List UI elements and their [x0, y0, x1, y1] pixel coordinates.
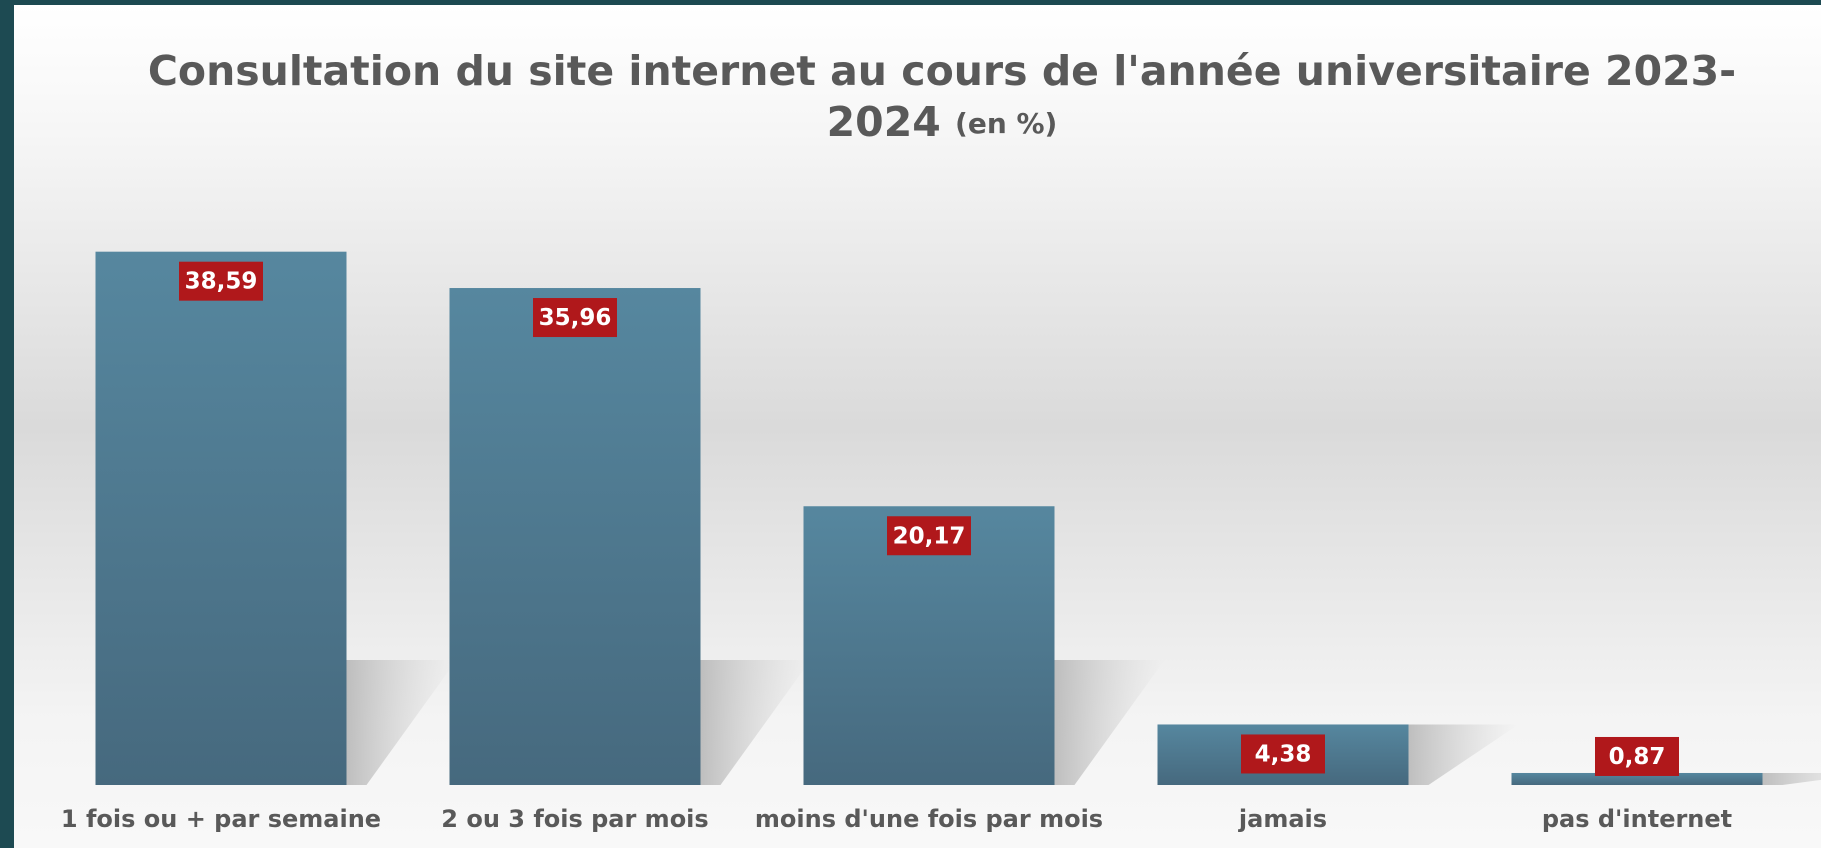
- data-label: 0,87: [1609, 744, 1666, 770]
- data-label: 38,59: [185, 269, 258, 295]
- data-label: 20,17: [893, 523, 966, 549]
- title-unit: (en %): [955, 107, 1057, 140]
- bar-shadow: [1054, 660, 1165, 785]
- bar-shadow: [1762, 772, 1821, 785]
- bar-shadow: [346, 660, 457, 785]
- bar: [1511, 772, 1763, 785]
- data-label-box: [1241, 734, 1325, 774]
- data-label-box: [533, 298, 617, 338]
- x-tick-label: pas d'internet: [1542, 805, 1732, 833]
- data-label-box: [179, 261, 263, 301]
- bar-shadow: [1408, 724, 1519, 785]
- bar-shadow: [700, 660, 811, 785]
- x-tick-label: 2 ou 3 fois par mois: [441, 805, 708, 833]
- bar: [449, 288, 701, 785]
- x-tick-label: moins d'une fois par mois: [755, 805, 1103, 833]
- bar: [95, 251, 347, 785]
- chart-title: Consultation du site internet au cours d…: [148, 47, 1736, 146]
- x-tick-label: 1 fois ou + par semaine: [61, 805, 381, 833]
- x-tick-label: jamais: [1238, 805, 1327, 833]
- data-label: 35,96: [539, 305, 612, 331]
- data-label-box: [1595, 736, 1679, 776]
- data-label: 4,38: [1255, 741, 1312, 767]
- data-label-box: [887, 516, 971, 556]
